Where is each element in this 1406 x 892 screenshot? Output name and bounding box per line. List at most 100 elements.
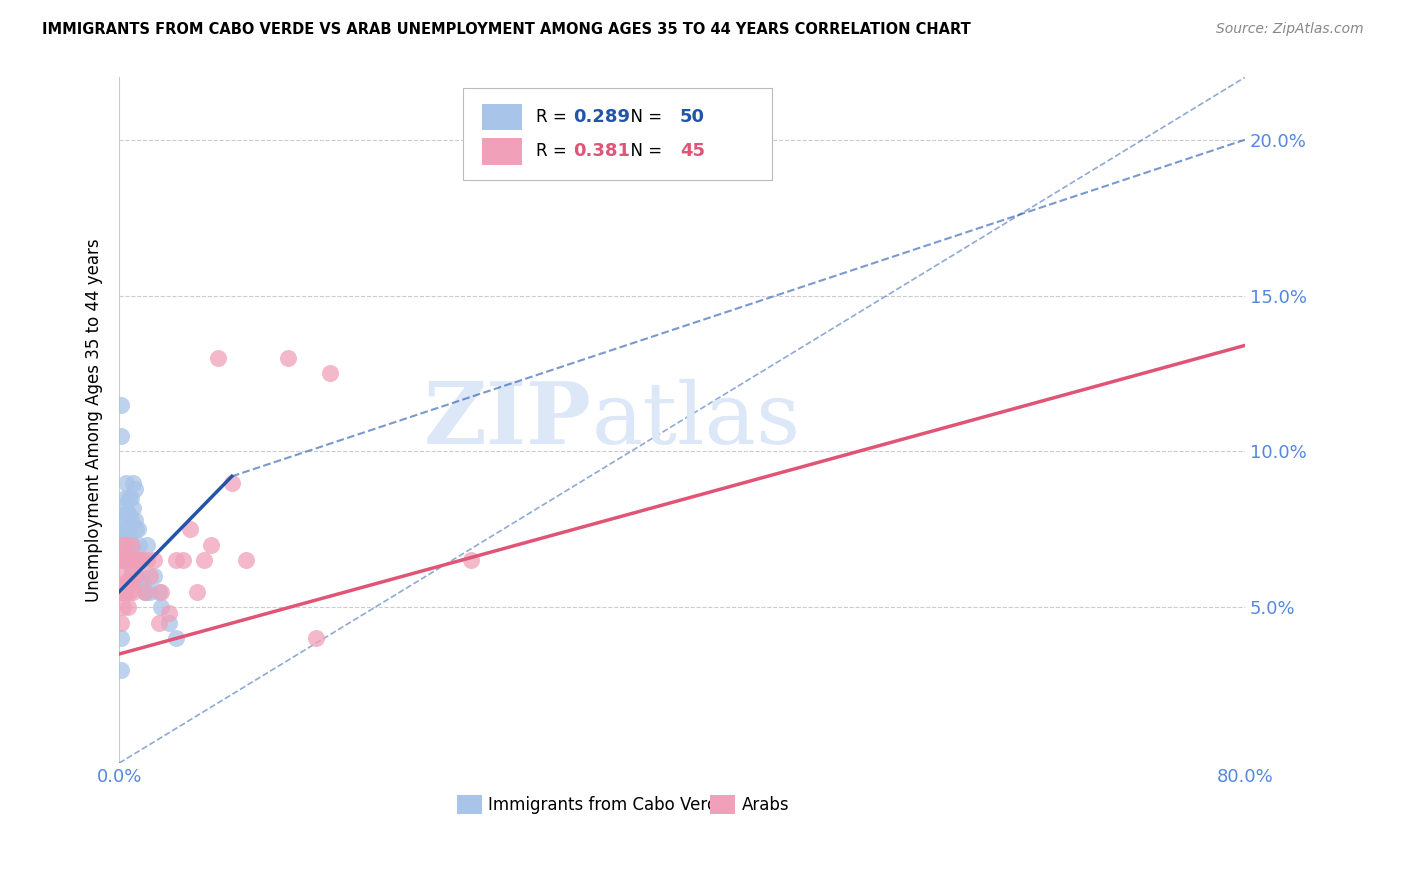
Point [143, 569, 166, 583]
Point [136, 553, 159, 567]
Point [305, 632, 328, 646]
Point [200, 538, 222, 552]
Point [121, 575, 143, 590]
Point [121, 563, 143, 577]
Point [129, 553, 152, 567]
Point [131, 553, 153, 567]
Point [117, 544, 139, 558]
Point [117, 522, 139, 536]
Text: 0.381: 0.381 [572, 143, 630, 161]
Point [122, 500, 145, 515]
Point [114, 507, 136, 521]
Point [117, 507, 139, 521]
Point [129, 553, 152, 567]
Point [112, 553, 135, 567]
Point [125, 569, 148, 583]
Point [110, 584, 132, 599]
Point [122, 475, 145, 490]
Point [112, 600, 135, 615]
Text: N =: N = [620, 108, 668, 126]
Text: R =: R = [536, 108, 572, 126]
Point [118, 553, 141, 567]
Point [124, 513, 146, 527]
Point [121, 538, 143, 552]
Point [111, 538, 134, 552]
Point [127, 553, 149, 567]
Point [114, 553, 136, 567]
Point [110, 398, 132, 412]
Point [114, 584, 136, 599]
Point [125, 522, 148, 536]
Point [157, 615, 180, 630]
Point [179, 522, 201, 536]
Point [132, 575, 155, 590]
Text: Immigrants from Cabo Verde: Immigrants from Cabo Verde [488, 796, 728, 814]
FancyBboxPatch shape [482, 138, 522, 164]
FancyBboxPatch shape [482, 104, 522, 130]
Point [143, 553, 166, 567]
Point [112, 522, 135, 536]
Point [111, 553, 134, 567]
Point [115, 538, 138, 552]
Point [135, 584, 157, 599]
Point [139, 569, 162, 583]
Point [277, 351, 299, 365]
FancyBboxPatch shape [463, 87, 772, 180]
Point [150, 600, 173, 615]
Point [150, 584, 173, 599]
Point [221, 475, 243, 490]
Point [114, 553, 136, 567]
Point [115, 497, 138, 511]
Point [165, 632, 187, 646]
Point [120, 538, 142, 552]
Point [120, 491, 142, 505]
Point [112, 538, 135, 552]
Point [110, 429, 132, 443]
Point [319, 367, 342, 381]
Text: ZIP: ZIP [425, 378, 592, 462]
Point [117, 600, 139, 615]
Point [117, 553, 139, 567]
Point [134, 584, 156, 599]
Point [157, 607, 180, 621]
Point [172, 553, 194, 567]
Point [110, 632, 132, 646]
Point [120, 513, 142, 527]
Text: R =: R = [536, 143, 572, 161]
Point [165, 553, 187, 567]
Point [148, 584, 170, 599]
Point [120, 569, 142, 583]
Text: Source: ZipAtlas.com: Source: ZipAtlas.com [1216, 22, 1364, 37]
Point [139, 584, 162, 599]
Point [148, 615, 170, 630]
Point [124, 482, 146, 496]
Point [112, 538, 135, 552]
Point [131, 569, 153, 583]
Point [112, 507, 135, 521]
Point [111, 553, 134, 567]
Point [118, 584, 141, 599]
Text: 50: 50 [679, 108, 704, 126]
Point [111, 584, 134, 599]
Text: IMMIGRANTS FROM CABO VERDE VS ARAB UNEMPLOYMENT AMONG AGES 35 TO 44 YEARS CORREL: IMMIGRANTS FROM CABO VERDE VS ARAB UNEMP… [42, 22, 972, 37]
Text: atlas: atlas [592, 379, 801, 462]
FancyBboxPatch shape [457, 796, 482, 814]
Text: 0.289: 0.289 [572, 108, 630, 126]
FancyBboxPatch shape [710, 796, 735, 814]
Point [110, 663, 132, 677]
Text: 45: 45 [679, 143, 704, 161]
Point [128, 538, 150, 552]
Point [115, 553, 138, 567]
Point [114, 528, 136, 542]
Point [127, 522, 149, 536]
Point [134, 584, 156, 599]
Point [136, 538, 159, 552]
Point [207, 351, 229, 365]
Point [235, 553, 257, 567]
Point [118, 532, 141, 546]
Point [111, 522, 134, 536]
Point [193, 553, 215, 567]
Point [124, 553, 146, 567]
Point [118, 507, 141, 521]
Point [460, 553, 482, 567]
